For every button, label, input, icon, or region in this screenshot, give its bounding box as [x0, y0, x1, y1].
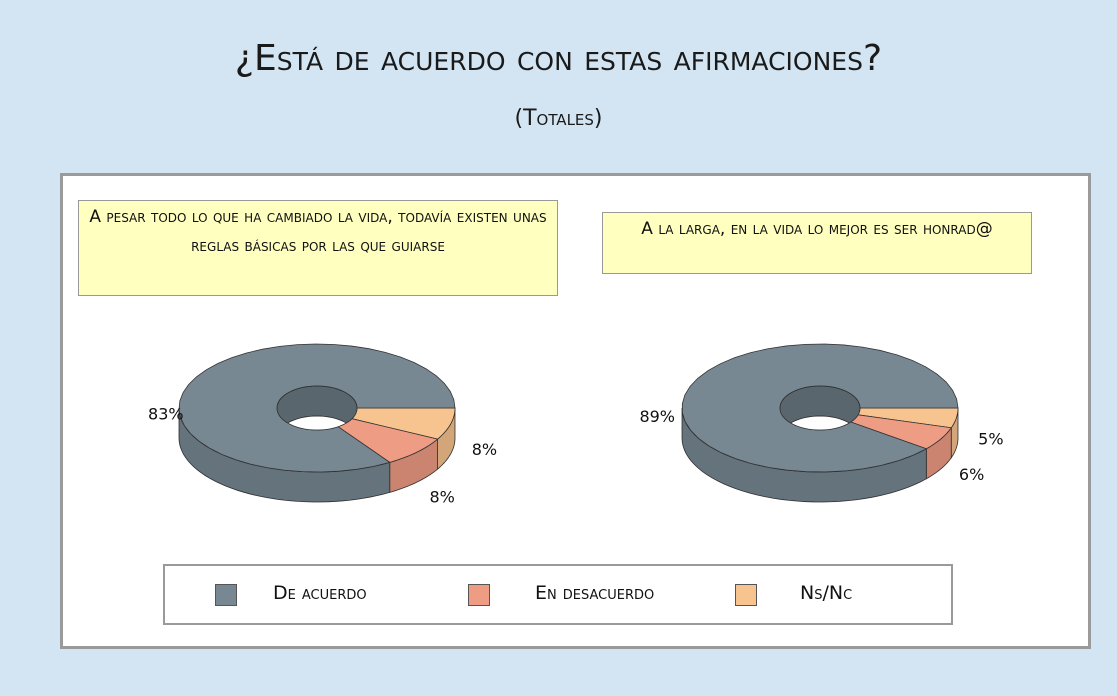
data-label: 5%	[978, 430, 1003, 449]
inner-side-shade	[780, 386, 860, 430]
doughnut	[681, 343, 959, 503]
page-title: ¿Está de acuerdo con estas afirmaciones?	[234, 38, 883, 79]
inner-side-shade	[277, 386, 357, 430]
data-label: 8%	[430, 488, 455, 507]
slice-side-shade	[682, 408, 927, 502]
hole-edge	[779, 385, 861, 431]
data-label: 89%	[639, 407, 675, 426]
legend-label: Ns/Nc	[800, 582, 853, 604]
legend: De acuerdo En desacuerdo Ns/Nc	[163, 564, 953, 625]
legend-swatch	[215, 584, 237, 606]
data-label: 6%	[959, 465, 984, 484]
slice-side-shade	[926, 427, 952, 479]
doughnut	[178, 343, 456, 503]
chart-title: A la larga, en la vida lo mejor es ser h…	[602, 212, 1032, 274]
slice-side-shade	[437, 408, 455, 470]
legend-label: En desacuerdo	[535, 582, 655, 604]
page-subtitle: (Totales)	[514, 106, 603, 131]
slice-side-shade	[389, 439, 438, 493]
legend-swatch	[735, 584, 757, 606]
slice-side-shade	[179, 408, 390, 502]
chart-title: A pesar todo lo que ha cambiado la vida,…	[78, 200, 558, 296]
legend-swatch	[468, 584, 490, 606]
data-label: 8%	[472, 440, 497, 459]
data-label: 83%	[148, 405, 184, 424]
hole-edge	[276, 385, 358, 431]
slice-side-shade	[951, 408, 958, 458]
legend-label: De acuerdo	[273, 582, 367, 604]
